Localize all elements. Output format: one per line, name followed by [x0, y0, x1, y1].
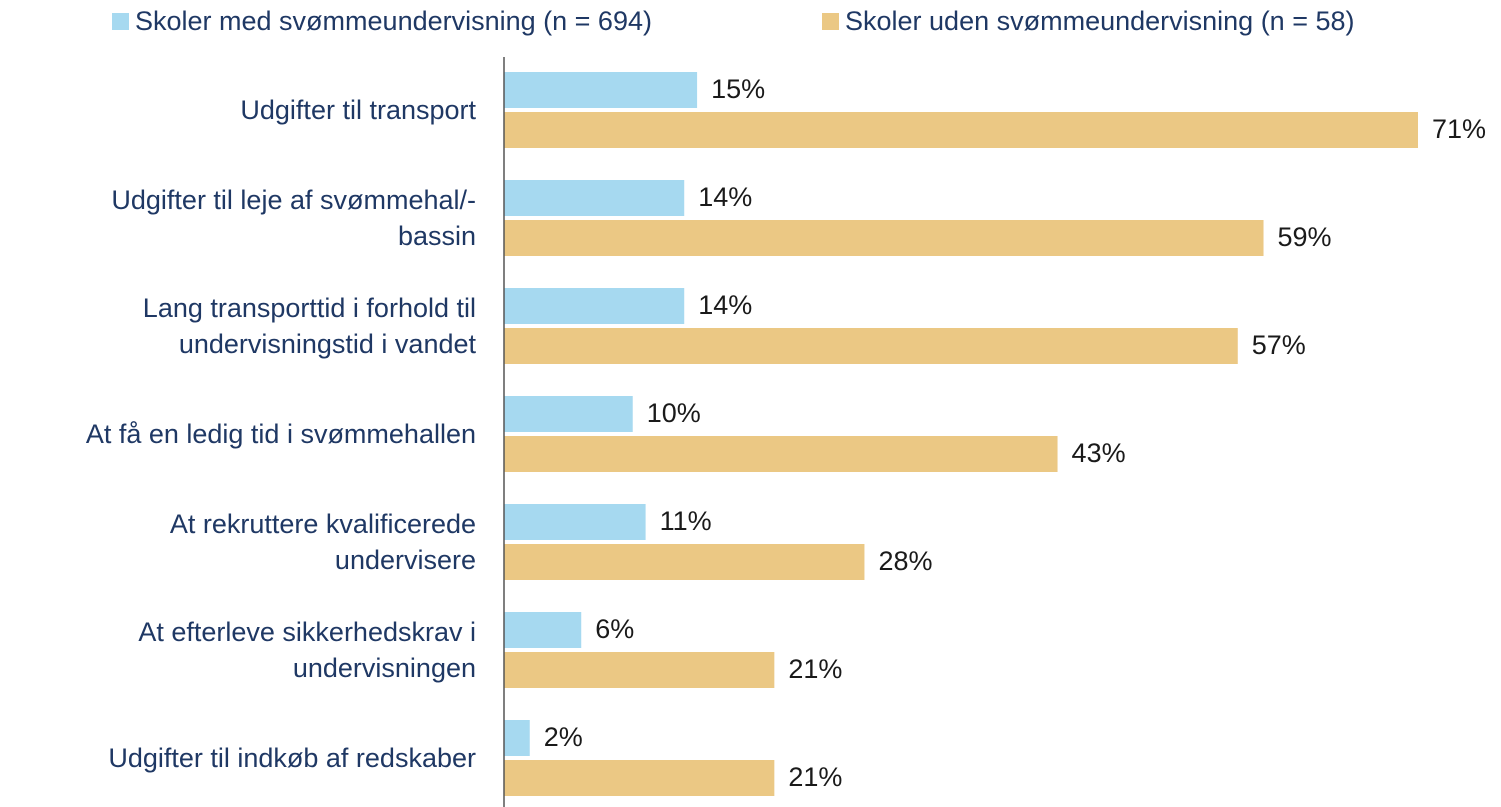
value-label: 14%	[698, 290, 752, 320]
value-label: 71%	[1432, 114, 1486, 144]
legend-label: Skoler uden svømmeundervisning (n = 58)	[845, 6, 1355, 36]
value-label: 10%	[647, 398, 701, 428]
value-label: 21%	[788, 762, 842, 792]
category-label: Lang transporttid i forhold til undervis…	[142, 293, 476, 359]
bar	[504, 612, 582, 648]
bar	[504, 760, 775, 796]
legend-swatch	[822, 13, 839, 30]
category-label: At efterleve sikkerhedskrav i undervisni…	[138, 617, 476, 683]
value-label: 14%	[698, 182, 752, 212]
bar	[504, 328, 1238, 364]
legend-label: Skoler med svømmeundervisning (n = 694)	[135, 6, 652, 36]
category-label: At få en ledig tid i svømmehallen	[85, 419, 476, 449]
bar	[504, 396, 633, 432]
bar	[504, 288, 685, 324]
category-label: Udgifter til indkøb af redskaber	[108, 743, 476, 773]
bar	[504, 652, 775, 688]
value-label: 6%	[595, 614, 634, 644]
bar	[504, 72, 698, 108]
value-label: 57%	[1252, 330, 1306, 360]
value-label: 28%	[878, 546, 932, 576]
bar	[504, 220, 1264, 256]
bar	[504, 112, 1418, 148]
category-label: Udgifter til leje af svømmehal/- bassin	[111, 185, 476, 251]
bar	[504, 720, 530, 756]
value-label: 59%	[1278, 222, 1332, 252]
legend-swatch	[112, 13, 129, 30]
value-label: 21%	[788, 654, 842, 684]
value-label: 11%	[660, 506, 712, 536]
value-label: 2%	[544, 722, 583, 752]
category-label: Udgifter til transport	[240, 95, 476, 125]
category-label: At rekruttere kvalificerede undervisere	[169, 509, 476, 575]
value-label: 43%	[1072, 438, 1126, 468]
bar	[504, 504, 646, 540]
bar	[504, 180, 685, 216]
bar	[504, 544, 865, 580]
value-label: 15%	[711, 74, 765, 104]
bar	[504, 436, 1058, 472]
